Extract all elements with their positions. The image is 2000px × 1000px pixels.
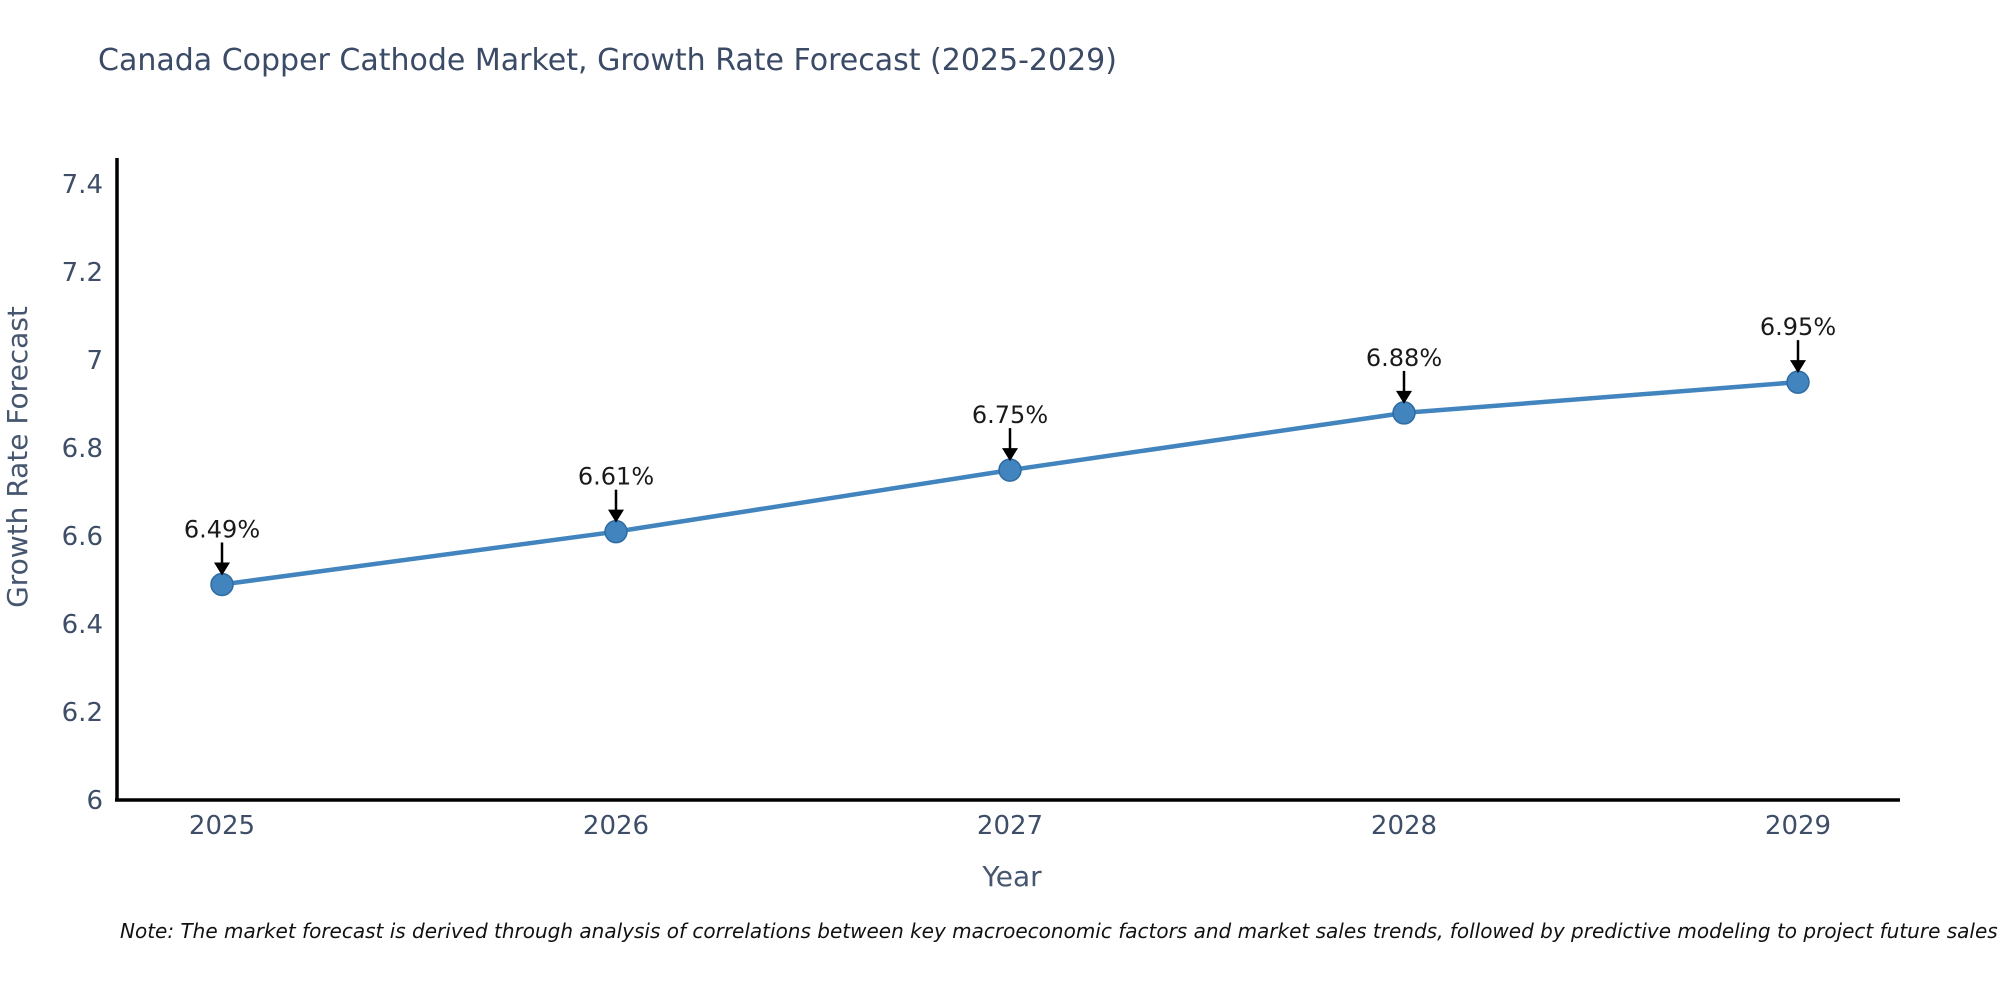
x-tick-label: 2025 bbox=[189, 811, 255, 841]
annotation-arrowhead-icon bbox=[214, 562, 230, 576]
data-point[interactable] bbox=[998, 458, 1022, 482]
x-tick-label: 2026 bbox=[583, 811, 649, 841]
footnote: Note: The market forecast is derived thr… bbox=[120, 919, 1998, 943]
x-tick-label: 2027 bbox=[977, 811, 1043, 841]
y-tick-label: 6 bbox=[86, 786, 103, 816]
annotation-arrowhead-icon bbox=[1396, 390, 1412, 404]
data-point[interactable] bbox=[1392, 401, 1416, 425]
annotation-label: 6.88% bbox=[1366, 344, 1442, 372]
annotations: 6.49% 6.61% 6.75% 6.88% 6.95% bbox=[184, 313, 1836, 576]
x-axis-title: Year bbox=[981, 860, 1042, 893]
x-tick-label: 2029 bbox=[1765, 811, 1831, 841]
chart-title: Canada Copper Cathode Market, Growth Rat… bbox=[98, 43, 1117, 78]
axes bbox=[115, 158, 1900, 802]
y-tick-label: 7 bbox=[86, 346, 103, 376]
data-point[interactable] bbox=[1786, 370, 1810, 394]
data-point[interactable] bbox=[210, 572, 234, 597]
y-tick-label: 6.6 bbox=[62, 522, 103, 552]
y-tick-label: 6.8 bbox=[62, 434, 103, 464]
annotation-arrowhead-icon bbox=[1002, 448, 1018, 462]
annotation-label: 6.61% bbox=[578, 463, 654, 491]
x-tick-label: 2028 bbox=[1371, 811, 1437, 841]
annotation-label: 6.49% bbox=[184, 515, 260, 543]
data-point[interactable] bbox=[604, 519, 628, 544]
y-tick-label: 6.2 bbox=[62, 698, 103, 728]
annotation-label: 6.75% bbox=[972, 401, 1048, 429]
y-axis-title: Growth Rate Forecast bbox=[1, 306, 34, 608]
y-tick-label: 6.4 bbox=[62, 610, 103, 640]
y-tick-label: 7.4 bbox=[62, 170, 103, 200]
y-tick-label: 7.2 bbox=[62, 258, 103, 288]
annotation-arrowhead-icon bbox=[1790, 360, 1806, 374]
annotation-label: 6.95% bbox=[1760, 313, 1836, 341]
tick-labels: 6 6.2 6.4 6.6 6.8 7 7.2 7.4 2025 2026 2027 2028 2029 bbox=[62, 170, 1831, 841]
annotation-arrowhead-icon bbox=[608, 509, 624, 523]
line-series bbox=[210, 370, 1810, 597]
